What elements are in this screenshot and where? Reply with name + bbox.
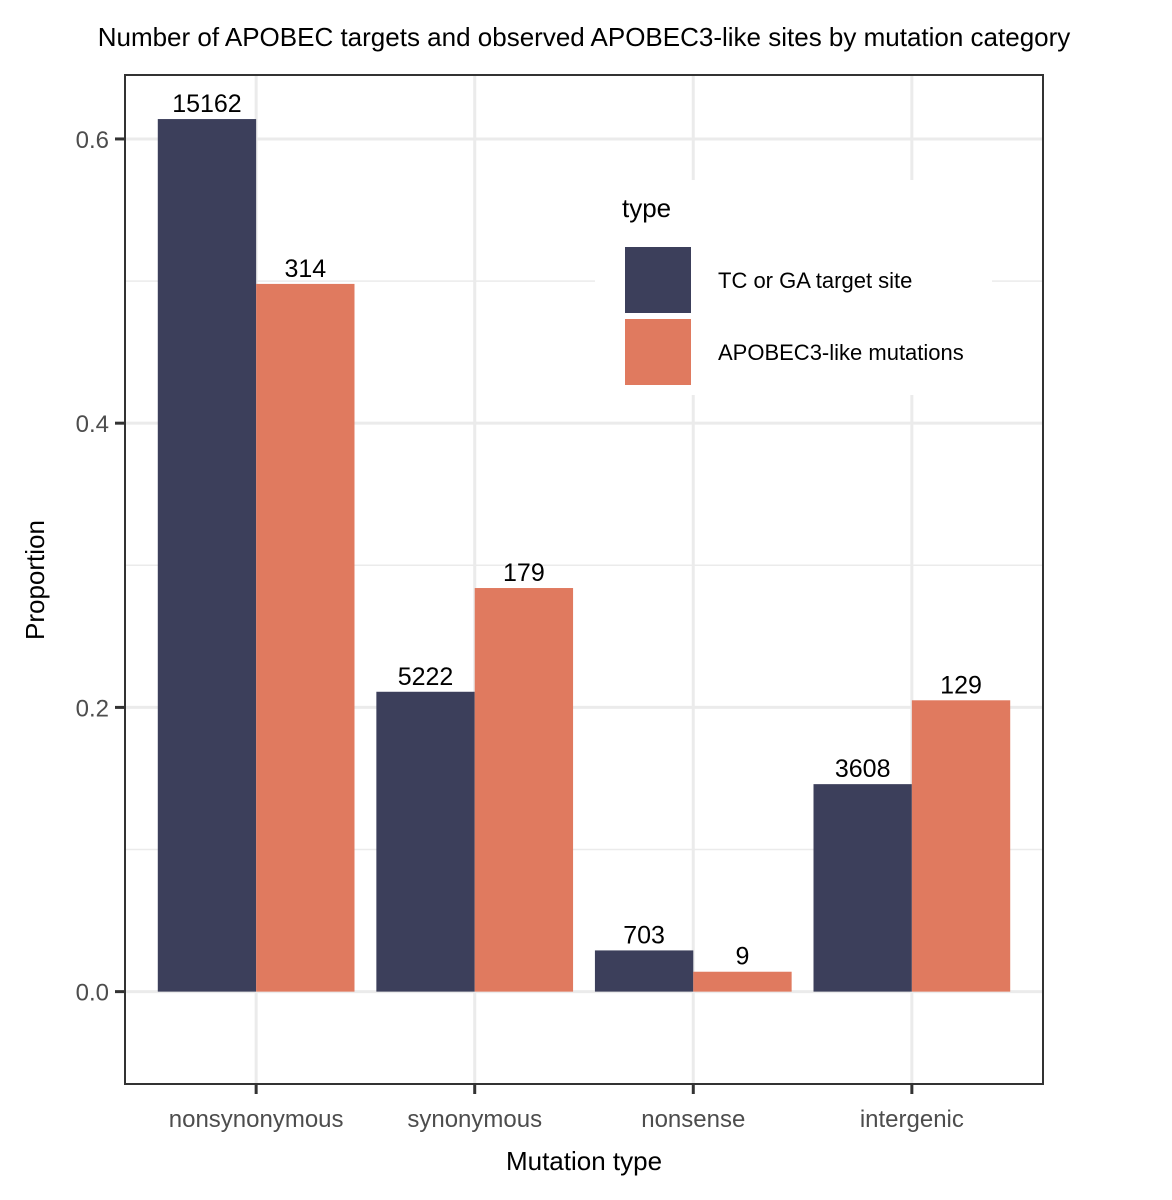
bar-label: 5222 <box>398 663 454 691</box>
bar-label: 703 <box>623 921 665 949</box>
bar-label: 3608 <box>835 755 891 783</box>
bar-label: 314 <box>284 255 326 283</box>
x-tick-label: intergenic <box>860 1106 964 1133</box>
legend-key-target-site <box>625 247 691 313</box>
y-axis: 0.0 0.2 0.4 0.6 <box>76 127 125 1007</box>
y-tick-label: 0.0 <box>76 980 109 1007</box>
bar-nonsense-apobec3-mutations <box>693 971 792 992</box>
y-axis-title: Proportion <box>20 520 50 640</box>
bar-label: 15162 <box>172 90 242 118</box>
bar-labels: 15162 5222 703 3608 314 179 9 129 <box>172 90 982 971</box>
x-axis: nonsynonymous synonymous nonsense intergeni… <box>169 1084 964 1133</box>
legend: type TC or GA target site APOBEC3-like m… <box>595 180 992 395</box>
x-tick-label: synonymous <box>407 1106 542 1133</box>
x-tick-label: nonsense <box>641 1106 745 1133</box>
legend-title: type <box>622 193 671 223</box>
bar-nonsynonymous-target-site <box>157 119 257 992</box>
y-tick-label: 0.4 <box>76 411 109 438</box>
bar-synonymous-apobec3-mutations <box>474 588 574 992</box>
y-tick-label: 0.6 <box>76 127 109 154</box>
x-tick-label: nonsynonymous <box>169 1106 344 1133</box>
bar-nonsense-target-site <box>594 950 694 992</box>
legend-label-target-site: TC or GA target site <box>718 268 912 293</box>
bars <box>157 119 1011 992</box>
legend-label-apobec3-mutations: APOBEC3-like mutations <box>718 340 964 365</box>
bar-label: 9 <box>736 943 750 971</box>
chart-title: Number of APOBEC targets and observed AP… <box>98 22 1071 52</box>
bar-label: 129 <box>940 671 982 699</box>
bar-intergenic-apobec3-mutations <box>911 700 1011 992</box>
bar-label: 179 <box>503 559 545 587</box>
bar-nonsynonymous-apobec3-mutations <box>256 283 355 992</box>
plot-border <box>124 74 1044 1085</box>
bar-synonymous-target-site <box>376 691 475 992</box>
y-tick-label: 0.2 <box>76 695 109 722</box>
x-axis-title: Mutation type <box>506 1146 662 1176</box>
bar-intergenic-target-site <box>813 784 912 992</box>
legend-key-apobec3-mutations <box>625 319 691 385</box>
